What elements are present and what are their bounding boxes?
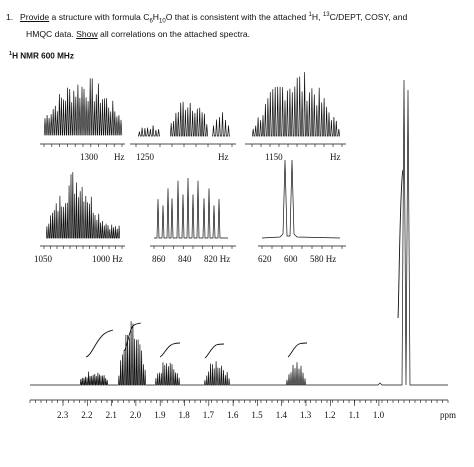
spectrum-title-text: H NMR 600 MHz: [12, 51, 74, 61]
axis-tick-label: 1.7: [203, 410, 215, 420]
axis-tick-label: 1.0: [373, 410, 385, 420]
integral-curve: [159, 342, 181, 358]
spectrum-title: 1H NMR 600 MHz: [9, 51, 74, 61]
inset-axes: [40, 143, 346, 247]
axis-tick-label: 1.6: [227, 410, 239, 420]
question-fragment: H,: [311, 11, 323, 22]
inset-3-label: 1150: [265, 152, 283, 162]
axis-tick-label: 1.9: [154, 410, 166, 420]
peak-1-0ppm: [306, 79, 448, 386]
inset-4-label-left: 1050: [34, 254, 53, 264]
spectrum-title-sup: 1: [9, 51, 13, 57]
integral-curve: [287, 342, 308, 358]
formula-o: O: [165, 11, 173, 22]
question-line-1: 1. Provide a structure with formula C6H10…: [6, 9, 468, 28]
inset-2-unit: Hz: [218, 152, 229, 162]
main-axis-unit: ppm: [440, 410, 456, 420]
question-verb-show: Show: [76, 28, 98, 39]
inset-5-tick-860: 860: [152, 254, 166, 264]
peak-2-2ppm: [79, 371, 109, 386]
axis-tick-label: 2.1: [106, 410, 117, 420]
axis-tick-label: 1.3: [300, 410, 312, 420]
main-spectrum-trace: [30, 79, 448, 386]
question-fragment: that is consistent with the attached: [172, 11, 309, 22]
inset-4-trace: [45, 172, 121, 239]
peak-1-9ppm: [155, 362, 180, 386]
integral-curve: [85, 329, 114, 358]
axis-tick-label: 1.4: [276, 410, 288, 420]
question-text: 1. Provide a structure with formula C6H10…: [6, 9, 468, 40]
inset-2-trace: [212, 112, 230, 137]
question-line-2: HMQC data. Show all correlations on the …: [6, 28, 468, 40]
main-axis-tick-labels: 2.3 2.2 2.1 2.0 1.9 1.8 1.7 1.6 1.5 1.4 1.3 1.2 1.1 1…: [57, 410, 385, 420]
isotope-1: 1: [308, 12, 312, 18]
inset-1-trace: [43, 78, 123, 136]
inset-3-unit: Hz: [330, 152, 341, 162]
inset-2-trace: [170, 101, 208, 137]
peak-1-7ppm: [204, 361, 230, 386]
main-axis-ticks: [29, 400, 449, 406]
integral-curve: [397, 169, 404, 319]
inset-2-label: 1250: [136, 152, 155, 162]
expansion-insets: [43, 72, 341, 239]
formula-h-count: 10: [159, 18, 166, 25]
inset-5-tick-840: 840: [178, 254, 192, 264]
inset-2-trace: [138, 125, 160, 137]
question-fragment: all correlations on the attached spectra…: [97, 28, 251, 39]
inset-ticks: [43, 144, 343, 249]
axis-tick-label: 2.3: [57, 410, 69, 420]
inset-5-trace: [154, 177, 228, 239]
formula-c-count: 6: [149, 18, 153, 25]
question-fragment: HMQC data.: [26, 28, 77, 39]
axis-tick-label: 1.8: [179, 410, 191, 420]
inset-3-trace: [252, 72, 340, 137]
peak-1-4ppm: [286, 362, 306, 386]
inset-1-unit: Hz: [114, 152, 125, 162]
axis-tick-label: 1.1: [349, 410, 360, 420]
question-fragment: C/DEPT, COSY, and: [329, 11, 408, 22]
inset-6-tick-600: 600: [284, 254, 298, 264]
inset-5-tick-820: 820 Hz: [204, 254, 230, 264]
integral-curve: [204, 343, 225, 359]
peak-2-05ppm: [118, 321, 146, 386]
inset-1-label-left: 1300: [80, 152, 99, 162]
question-fragment: a structure with formula: [49, 11, 144, 22]
axis-tick-label: 2.2: [81, 410, 92, 420]
inset-6-tick-580: 580 Hz: [310, 254, 336, 264]
inset-6-trace: [261, 159, 341, 239]
question-number: 1.: [6, 11, 14, 22]
integral-curve: [123, 322, 142, 352]
question-verb-provide: Provide: [20, 11, 50, 22]
axis-tick-label: 2.0: [130, 410, 142, 420]
isotope-13: 13: [322, 12, 330, 18]
integral-curves: [85, 169, 404, 359]
formula-c: C: [143, 11, 150, 22]
inset-6-tick-620: 620: [258, 254, 272, 264]
axis-tick-label: 1.2: [324, 410, 335, 420]
formula-h: H: [152, 11, 160, 22]
inset-4-label-right: 1000 Hz: [92, 254, 123, 264]
axis-tick-label: 1.5: [251, 410, 263, 420]
